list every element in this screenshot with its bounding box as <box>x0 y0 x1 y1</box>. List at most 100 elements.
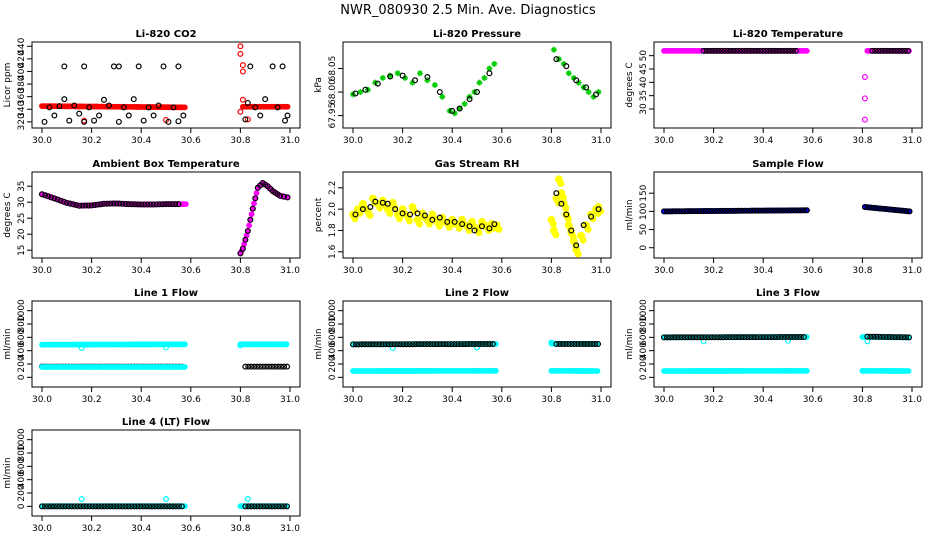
y-tick-label: 200 <box>328 355 338 372</box>
data-point <box>406 341 413 348</box>
y-tick-label: 1.8 <box>328 223 338 238</box>
x-tick-label: 30.6 <box>181 524 201 534</box>
data-point <box>669 208 676 215</box>
data-point <box>771 207 778 214</box>
data-point <box>559 341 566 348</box>
x-tick-label: 30.6 <box>492 136 512 146</box>
data-point <box>362 86 369 93</box>
data-point <box>900 334 907 341</box>
data-point <box>714 334 721 341</box>
data-point <box>147 201 154 208</box>
x-tick-label: 30.8 <box>230 395 250 405</box>
data-point <box>91 202 98 209</box>
data-point <box>565 341 572 348</box>
data-point <box>38 191 45 198</box>
data-point <box>878 47 885 54</box>
data-point <box>130 96 137 103</box>
data-point <box>753 207 760 214</box>
data-point <box>780 207 787 214</box>
data-point <box>272 503 279 510</box>
data-point <box>284 363 291 370</box>
y-tick-label: 100 <box>639 203 649 220</box>
series-black <box>38 180 291 257</box>
panel-10: Line 4 (LT) Flow ml/min 30.0 30.2 30.4 30.6 30… <box>3 417 301 534</box>
panel-title: Li-820 Pressure <box>433 29 521 40</box>
data-point <box>100 96 107 103</box>
data-point <box>861 95 868 102</box>
data-point <box>444 218 451 225</box>
x-tick-label: 30.2 <box>704 395 724 405</box>
series-red-cluster <box>39 43 291 124</box>
data-point <box>783 207 790 214</box>
y-tick-label: 68.00 <box>328 79 338 105</box>
data-point <box>705 334 712 341</box>
data-point <box>128 201 135 208</box>
series-black <box>352 190 602 249</box>
x-tick-label: 30.4 <box>753 266 773 276</box>
data-point <box>756 334 763 341</box>
data-point <box>396 215 404 223</box>
y-tick-label: 800 <box>639 315 649 332</box>
data-point <box>42 192 49 199</box>
data-point <box>744 334 751 341</box>
data-point <box>56 503 63 510</box>
data-point <box>750 207 757 214</box>
data-point <box>252 104 259 111</box>
data-point <box>477 341 484 348</box>
data-point <box>244 99 251 106</box>
data-point <box>451 218 458 225</box>
data-point <box>44 503 51 510</box>
data-point <box>885 333 892 340</box>
data-point <box>729 207 736 214</box>
series-black <box>38 503 291 510</box>
data-point <box>57 197 64 204</box>
series-cyan-low <box>350 367 601 374</box>
x-tick-label: 30.6 <box>803 266 823 276</box>
data-point <box>486 341 493 348</box>
data-point <box>282 117 289 124</box>
data-point <box>125 503 132 510</box>
y-tick-label: 50 <box>639 50 649 62</box>
data-point <box>553 56 560 63</box>
data-point <box>69 201 76 208</box>
data-point <box>867 333 874 340</box>
x-tick-label: 30.2 <box>82 266 102 276</box>
data-point <box>890 47 897 54</box>
data-point <box>414 210 421 217</box>
y-tick-label: 35 <box>17 180 27 191</box>
data-point <box>251 363 258 370</box>
data-point <box>483 341 490 348</box>
data-point <box>867 204 874 211</box>
y-tick-label: 0 <box>639 374 649 380</box>
data-point <box>882 206 889 213</box>
data-point <box>681 334 688 341</box>
panel-3: Li-820 Temperature degrees C 30.0 30.2 30.4 3… <box>625 29 923 146</box>
panel-title: Li-820 CO2 <box>135 29 196 40</box>
y-tick-label: 40 <box>639 76 649 88</box>
x-tick-label: 30.6 <box>803 136 823 146</box>
data-point <box>110 503 117 510</box>
data-point <box>906 334 913 341</box>
data-point <box>251 503 258 510</box>
y-tick-label: 800 <box>17 444 27 461</box>
plot-frame <box>31 300 301 388</box>
data-point <box>738 334 745 341</box>
x-tick-label: 30.4 <box>131 524 151 534</box>
data-point <box>65 503 72 510</box>
data-point <box>125 201 132 208</box>
data-point <box>745 47 752 54</box>
data-point <box>765 207 772 214</box>
x-tick-label: 30.0 <box>654 395 674 405</box>
data-point <box>392 206 399 213</box>
y-axis-label: percent <box>314 197 324 232</box>
data-point <box>797 334 804 341</box>
data-point <box>559 193 567 201</box>
y-tick-label: 0 <box>17 503 27 509</box>
data-point <box>424 341 431 348</box>
data-point <box>387 72 394 79</box>
data-point <box>785 334 792 341</box>
data-point <box>433 341 440 348</box>
data-point <box>435 222 443 230</box>
data-point <box>237 250 244 257</box>
data-point <box>66 117 73 124</box>
